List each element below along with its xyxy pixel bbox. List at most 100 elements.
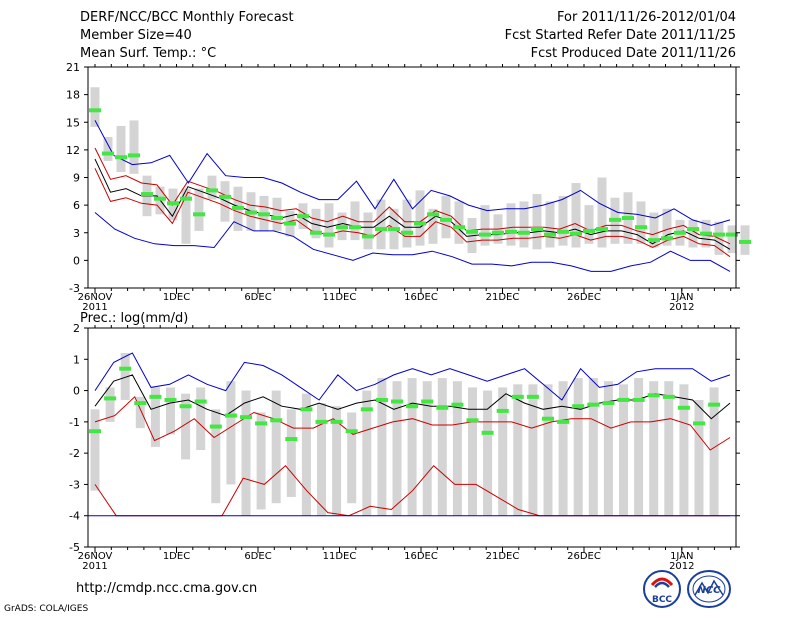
series-line-mean bbox=[94, 158, 731, 250]
median-marker bbox=[492, 230, 504, 235]
spread-box bbox=[532, 194, 542, 250]
spread-box bbox=[662, 208, 672, 246]
median-marker bbox=[726, 232, 738, 237]
spread-box bbox=[709, 387, 719, 516]
median-marker bbox=[388, 227, 400, 232]
median-marker bbox=[323, 232, 335, 237]
median-marker bbox=[206, 188, 218, 193]
median-marker bbox=[179, 404, 192, 409]
spread-box bbox=[90, 409, 100, 491]
median-marker bbox=[531, 227, 543, 232]
x-tick-year: 2011 bbox=[82, 302, 107, 313]
source-url[interactable]: http://cmdp.ncc.cma.gov.cn bbox=[76, 581, 258, 596]
spread-box bbox=[558, 381, 568, 516]
x-tick-year: 2011 bbox=[82, 561, 107, 572]
spread-box bbox=[105, 387, 115, 422]
median-marker bbox=[451, 402, 464, 407]
spread-box bbox=[545, 201, 555, 248]
median-marker bbox=[542, 416, 554, 421]
y-tick-label: 12 bbox=[66, 144, 80, 157]
y-tick-label: 1 bbox=[73, 353, 80, 366]
spread-box bbox=[103, 136, 113, 161]
series-line-min bbox=[94, 212, 731, 272]
series-line-lower bbox=[94, 168, 731, 258]
spread-box bbox=[90, 87, 100, 127]
median-marker bbox=[300, 407, 313, 412]
y-tick-label: 0 bbox=[73, 254, 80, 267]
spread-box bbox=[528, 384, 538, 516]
spread-box bbox=[513, 384, 523, 516]
spread-box bbox=[584, 205, 594, 244]
spread-box bbox=[422, 381, 432, 516]
median-marker bbox=[511, 394, 524, 399]
spread-box bbox=[694, 399, 704, 516]
spread-box bbox=[506, 203, 516, 246]
median-marker bbox=[375, 397, 388, 402]
spread-box bbox=[571, 183, 581, 248]
x-tick-label: 21DEC bbox=[486, 551, 520, 562]
median-marker bbox=[587, 402, 600, 407]
median-marker bbox=[739, 239, 751, 244]
y-tick-label: -1 bbox=[69, 416, 80, 429]
spread-box bbox=[116, 125, 126, 172]
ncc-logo: NCC bbox=[687, 570, 731, 608]
median-marker bbox=[285, 437, 298, 442]
series-line-p90 bbox=[94, 395, 731, 451]
spread-box bbox=[688, 219, 698, 248]
median-marker bbox=[258, 212, 270, 217]
x-tick-label: 16DEC bbox=[404, 292, 438, 303]
spread-box bbox=[166, 387, 175, 435]
spread-box bbox=[588, 378, 598, 516]
spread-box bbox=[135, 396, 145, 429]
spread-box bbox=[376, 199, 386, 250]
spread-box bbox=[256, 412, 266, 510]
median-marker bbox=[255, 421, 268, 426]
bcc-logo-text: BCC bbox=[652, 595, 672, 605]
median-marker bbox=[406, 404, 419, 409]
spread-box bbox=[129, 120, 139, 174]
median-marker bbox=[596, 227, 608, 232]
median-marker bbox=[436, 405, 449, 410]
x-tick-label: 11DEC bbox=[323, 551, 357, 562]
x-tick-label: 1JAN bbox=[670, 551, 693, 562]
median-marker bbox=[570, 231, 582, 236]
spread-box bbox=[362, 390, 372, 516]
spread-box bbox=[196, 387, 206, 451]
median-marker bbox=[677, 405, 690, 410]
median-marker bbox=[583, 228, 595, 233]
median-marker bbox=[505, 229, 517, 234]
median-marker bbox=[466, 229, 478, 234]
median-marker bbox=[219, 194, 231, 199]
y-tick-label: 0 bbox=[73, 385, 80, 398]
spread-box bbox=[226, 381, 236, 485]
median-marker bbox=[481, 430, 494, 435]
median-marker bbox=[518, 230, 530, 235]
median-marker bbox=[128, 153, 140, 158]
x-tick-label: 26NOV bbox=[78, 292, 113, 303]
median-marker bbox=[622, 216, 634, 221]
spread-box bbox=[483, 390, 493, 516]
median-marker bbox=[345, 429, 358, 434]
spread-box bbox=[415, 190, 425, 246]
median-marker bbox=[360, 407, 373, 412]
spread-box bbox=[558, 195, 568, 246]
median-marker bbox=[700, 231, 712, 236]
median-marker bbox=[284, 221, 296, 226]
median-marker bbox=[693, 421, 705, 426]
median-marker bbox=[401, 230, 413, 235]
median-marker bbox=[119, 366, 132, 371]
median-marker bbox=[440, 217, 452, 222]
y-tick-label: -4 bbox=[69, 510, 80, 523]
median-marker bbox=[479, 232, 491, 237]
spread-box bbox=[272, 197, 282, 231]
chart-title: DERF/NCC/BCC Monthly Forecast bbox=[80, 10, 294, 25]
spread-box bbox=[664, 381, 674, 516]
median-marker bbox=[526, 394, 539, 399]
median-marker bbox=[648, 238, 660, 243]
median-marker bbox=[453, 225, 465, 230]
forecast-period: For 2011/11/26-2012/01/04 bbox=[557, 10, 736, 25]
series-line-max bbox=[94, 352, 731, 401]
spread-box bbox=[181, 393, 191, 460]
y-tick-label: -2 bbox=[69, 447, 80, 460]
